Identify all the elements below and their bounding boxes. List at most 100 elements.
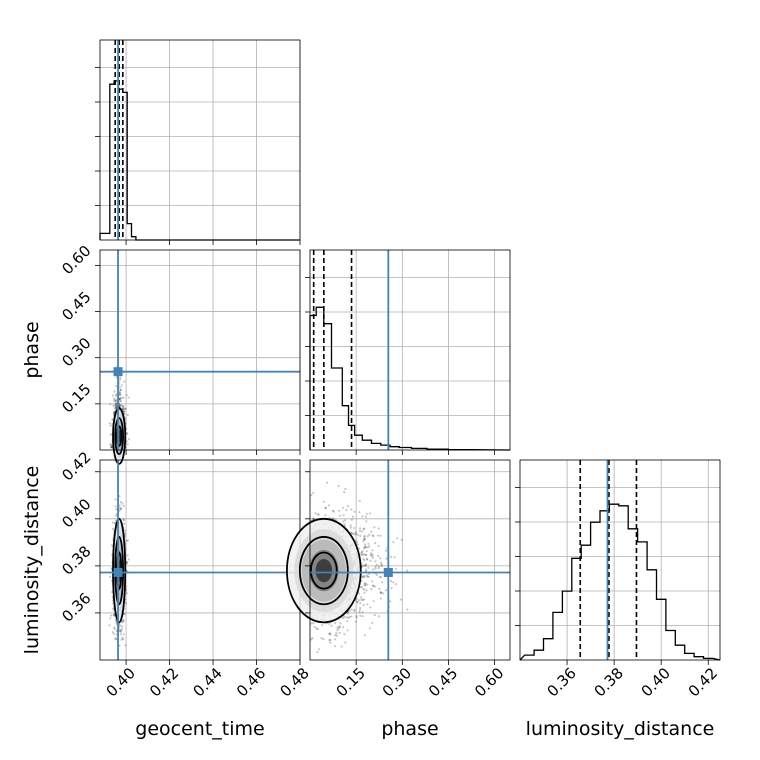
- sample-point: [365, 563, 368, 566]
- sample-point: [359, 602, 362, 605]
- sample-point: [118, 509, 121, 512]
- sample-point: [375, 563, 378, 566]
- sample-point: [110, 445, 113, 449]
- sample-point: [109, 443, 113, 447]
- sample-point: [314, 512, 317, 515]
- sample-point: [353, 510, 356, 513]
- sample-point: [360, 551, 363, 554]
- sample-point: [344, 487, 347, 491]
- sample-point: [377, 544, 380, 548]
- sample-point: [395, 567, 398, 570]
- sample-point: [119, 388, 122, 392]
- panel-frame: [519, 459, 721, 661]
- panel-frame: [309, 459, 511, 661]
- sample-point: [322, 500, 325, 503]
- sample-point: [363, 584, 366, 587]
- histogram-step: [309, 306, 511, 451]
- sample-point: [126, 539, 129, 542]
- sample-point: [371, 549, 374, 552]
- sample-point: [362, 574, 365, 577]
- sample-point: [349, 526, 352, 529]
- sample-point: [343, 519, 347, 522]
- sample-point: [379, 561, 383, 564]
- sample-point: [348, 615, 351, 619]
- sample-point: [354, 620, 358, 623]
- sample-point: [379, 597, 382, 600]
- sample-point: [113, 399, 116, 402]
- sample-point: [362, 587, 365, 590]
- sample-point: [346, 629, 349, 632]
- sample-point: [332, 517, 335, 520]
- sample-point: [334, 645, 337, 648]
- sample-point: [346, 620, 349, 623]
- sample-point: [118, 378, 122, 381]
- sample-point: [378, 565, 381, 568]
- sample-point: [384, 549, 388, 552]
- sample-point: [370, 588, 373, 591]
- sample-point: [120, 396, 123, 399]
- sample-point: [109, 443, 112, 446]
- sample-point: [118, 386, 121, 389]
- sample-point: [109, 424, 112, 427]
- sample-point: [363, 634, 366, 637]
- sample-point: [324, 506, 327, 509]
- sample-point: [315, 627, 318, 630]
- sample-point: [343, 491, 346, 494]
- sample-point: [336, 626, 339, 629]
- xlabel-luminosity-distance: luminosity_distance: [526, 718, 715, 740]
- sample-point: [372, 600, 375, 603]
- sample-point: [389, 600, 392, 603]
- sample-point: [113, 411, 116, 414]
- sample-point: [373, 613, 376, 617]
- sample-point: [366, 546, 369, 549]
- sample-point: [124, 407, 127, 411]
- sample-point: [321, 624, 324, 627]
- sample-point: [114, 395, 118, 398]
- sample-point: [316, 628, 319, 631]
- sample-point: [371, 553, 374, 556]
- sample-point: [339, 514, 342, 517]
- sample-point: [362, 540, 365, 543]
- sample-point: [114, 401, 117, 404]
- sample-point: [124, 407, 127, 410]
- sample-point: [114, 505, 117, 508]
- sample-point: [363, 553, 366, 556]
- sample-point: [118, 397, 121, 400]
- sample-point: [123, 380, 126, 383]
- sample-point: [109, 433, 112, 436]
- sample-point: [115, 508, 118, 511]
- sample-point: [342, 514, 345, 517]
- sample-point: [114, 498, 117, 501]
- sample-point: [361, 615, 364, 618]
- sample-point: [119, 501, 123, 504]
- sample-point: [365, 520, 368, 523]
- sample-point: [360, 553, 363, 556]
- sample-point: [114, 638, 117, 641]
- contour-line: [112, 407, 127, 465]
- sample-point: [112, 397, 116, 400]
- sample-point: [385, 557, 388, 560]
- sample-point: [317, 513, 320, 516]
- sample-point: [332, 510, 335, 513]
- sample-point: [351, 515, 355, 518]
- sample-point: [118, 630, 121, 633]
- sample-point: [113, 626, 116, 629]
- sample-point: [362, 538, 365, 541]
- truth-marker: [383, 567, 393, 577]
- sample-point: [125, 562, 128, 565]
- sample-point: [374, 542, 377, 545]
- sample-point: [119, 394, 122, 397]
- sample-point: [356, 533, 359, 536]
- sample-point: [358, 609, 361, 612]
- sample-point: [366, 535, 369, 538]
- sample-point: [376, 534, 380, 537]
- sample-point: [379, 534, 382, 537]
- sample-point: [328, 632, 331, 635]
- sample-point: [111, 418, 114, 421]
- sample-point: [115, 404, 118, 407]
- sample-point: [122, 619, 125, 623]
- sample-point: [356, 600, 359, 603]
- sample-point: [338, 509, 341, 512]
- panel-frame: [99, 39, 301, 241]
- sample-point: [119, 393, 122, 396]
